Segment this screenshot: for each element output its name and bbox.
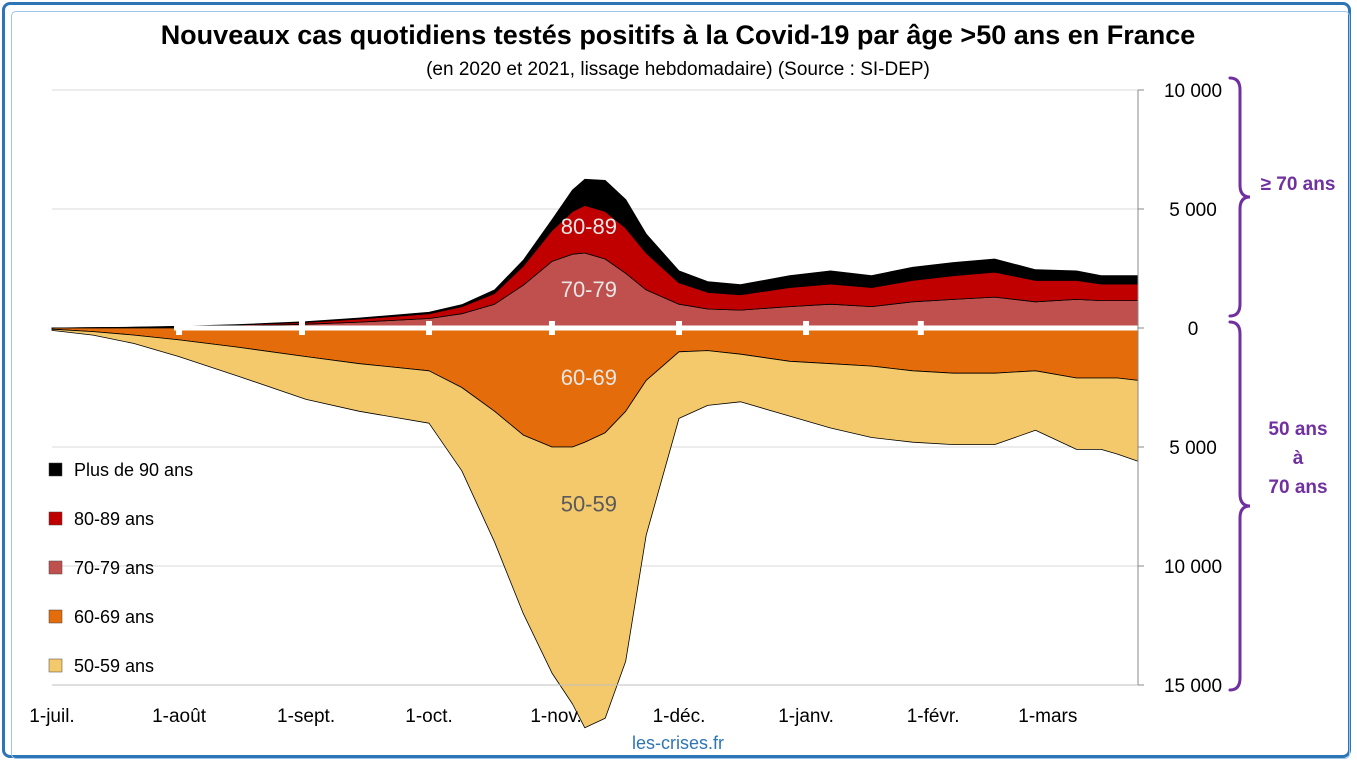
y-tick-label-1: 5 000 xyxy=(1169,200,1217,221)
zero-tick-2 xyxy=(426,321,433,335)
bracket-top-label: ≥ 70 ans xyxy=(1261,174,1336,195)
area-labels: 80-89 70-79 60-69 50-59 xyxy=(561,214,617,516)
label-60-69: 60-69 xyxy=(561,365,617,390)
zero-tick-0 xyxy=(176,321,183,335)
y-tick-label-5: 15 000 xyxy=(1164,676,1222,697)
zero-tick-5 xyxy=(803,321,810,335)
legend-label-4: 50-59 ans xyxy=(74,656,154,676)
bracket-top xyxy=(1228,76,1251,318)
x-tick-label-5: 1-déc. xyxy=(653,706,706,727)
x-tick-label-4: 1-nov. xyxy=(530,706,581,727)
y-tick-label-3: 5 000 xyxy=(1169,438,1217,459)
zero-tick-4 xyxy=(676,321,683,335)
bracket-bottom-label-2: 70 ans xyxy=(1268,477,1327,498)
legend-swatch-0 xyxy=(48,462,63,477)
y-axis: 10 000 5 000 0 5 000 10 000 15 000 xyxy=(1137,81,1222,697)
bracket-bottom xyxy=(1228,320,1251,692)
x-axis: 1-juil. 1-août 1-sept. 1-oct. 1-nov. 1-déc. 1-… xyxy=(29,684,1138,727)
y-tick-label-2: 0 xyxy=(1188,319,1199,340)
legend-label-2: 70-79 ans xyxy=(74,558,154,578)
legend-swatch-2 xyxy=(48,560,63,575)
x-tick-label-2: 1-sept. xyxy=(277,706,335,727)
label-80-89: 80-89 xyxy=(561,214,617,239)
x-tick-label-8: 1-mars xyxy=(1018,706,1077,727)
label-70-79: 70-79 xyxy=(561,277,617,302)
legend-swatch-1 xyxy=(48,511,63,526)
y-tick-label-4: 10 000 xyxy=(1164,557,1222,578)
legend-swatch-4 xyxy=(48,658,63,673)
source-credit: les-crises.fr xyxy=(632,733,724,753)
x-tick-label-7: 1-févr. xyxy=(907,706,960,727)
stacked-areas xyxy=(51,178,1139,729)
chart-frame-inner xyxy=(11,11,1350,759)
y-tick-label-0: 10 000 xyxy=(1164,81,1222,102)
legend-label-3: 60-69 ans xyxy=(74,607,154,627)
x-tick-label-3: 1-oct. xyxy=(405,706,453,727)
x-tick-label-0: 1-juil. xyxy=(29,706,74,727)
zero-tick-3 xyxy=(548,321,555,335)
legend-swatch-3 xyxy=(48,609,63,624)
legend-label-1: 80-89 ans xyxy=(74,509,154,529)
zero-axis xyxy=(174,321,1138,335)
bracket-bottom-label-1: à xyxy=(1293,448,1304,469)
bracket-bottom-label-0: 50 ans xyxy=(1268,419,1327,440)
x-tick-label-6: 1-janv. xyxy=(778,706,834,727)
zero-tick-6 xyxy=(917,321,924,335)
label-50-59: 50-59 xyxy=(561,491,617,516)
legend-label-0: Plus de 90 ans xyxy=(74,460,193,480)
zero-tick-1 xyxy=(298,321,305,335)
chart-title: Nouveaux cas quotidiens testés positifs … xyxy=(161,20,1196,50)
legend: Plus de 90 ans 80-89 ans 70-79 ans 60-69 an… xyxy=(48,460,193,676)
x-tick-label-1: 1-août xyxy=(152,706,207,727)
brackets: ≥ 70 ans 50 ans à 70 ans xyxy=(1228,76,1336,692)
chart-subtitle: (en 2020 et 2021, lissage hebdomadaire) … xyxy=(426,59,930,80)
